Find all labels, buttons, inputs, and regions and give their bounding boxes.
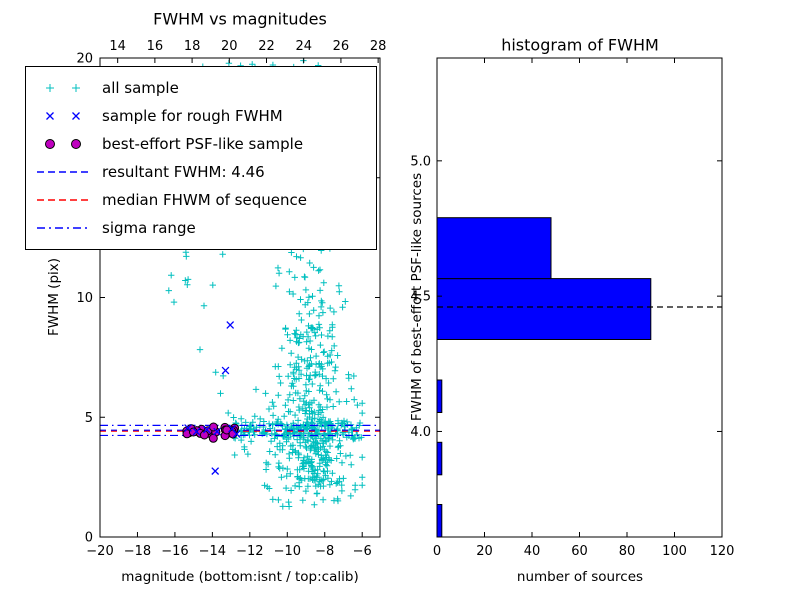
legend-item-rough-fwhm: sample for rough FWHM	[32, 102, 370, 130]
svg-text:60: 60	[571, 544, 588, 559]
svg-text:−6: −6	[353, 544, 372, 559]
rough-fwhm-points	[184, 321, 241, 475]
svg-text:5: 5	[85, 411, 93, 426]
resultant-line-icon	[37, 171, 89, 173]
left-plot-title: FWHM vs magnitudes	[153, 9, 327, 29]
legend-item-median-fwhm: median FHWM of sequence	[32, 186, 370, 214]
legend-item-label: sample for rough FWHM	[102, 107, 283, 125]
legend-item-label: best-effort PSF-like sample	[102, 135, 304, 153]
svg-text:20: 20	[221, 39, 238, 54]
svg-text:−16: −16	[161, 544, 188, 559]
rough-fwhm-marker-icon	[46, 112, 80, 120]
left-plot-data	[100, 58, 380, 510]
svg-text:18: 18	[184, 39, 201, 54]
svg-text:40: 40	[524, 544, 541, 559]
svg-text:−14: −14	[199, 544, 226, 559]
svg-text:20: 20	[76, 52, 93, 67]
histogram-bars	[437, 217, 722, 537]
svg-text:80: 80	[619, 544, 636, 559]
right-plot-ylabel: FWHM of best-effort PSF-like sources	[409, 172, 425, 422]
svg-text:0: 0	[433, 544, 441, 559]
svg-text:28: 28	[370, 39, 387, 54]
svg-text:0: 0	[85, 531, 93, 546]
psf-sample-marker-icon	[45, 139, 81, 149]
svg-text:−10: −10	[274, 544, 301, 559]
legend-item-all-sample: all sample	[32, 74, 370, 102]
svg-text:−12: −12	[236, 544, 263, 559]
svg-text:10: 10	[76, 291, 93, 306]
svg-text:−18: −18	[124, 544, 151, 559]
right-plot-xlabel: number of sources	[516, 569, 644, 585]
svg-text:100: 100	[662, 544, 687, 559]
legend-item-label: all sample	[102, 79, 179, 97]
svg-text:−20: −20	[86, 544, 113, 559]
right-plot-title: histogram of FWHM	[501, 35, 659, 55]
svg-text:5.0: 5.0	[410, 154, 431, 169]
left-plot-ylabel: FWHM (pix)	[46, 257, 62, 337]
left-plot-xlabel: magnitude (bottom:isnt / top:calib)	[121, 569, 359, 585]
legend-item-psf-sample: best-effort PSF-like sample	[32, 130, 370, 158]
legend-item-label: resultant FWHM: 4.46	[102, 163, 265, 181]
legend-item-sigma-range: sigma range	[32, 214, 370, 242]
svg-text:4.5: 4.5	[410, 290, 431, 305]
svg-text:−8: −8	[315, 544, 334, 559]
svg-text:22: 22	[258, 39, 275, 54]
all-sample-marker-icon	[46, 84, 80, 92]
svg-text:4.0: 4.0	[410, 425, 431, 440]
svg-text:20: 20	[476, 544, 493, 559]
median-line-icon	[37, 199, 89, 201]
svg-text:120: 120	[710, 544, 735, 559]
legend-item-resultant-fwhm: resultant FWHM: 4.46	[32, 158, 370, 186]
legend-item-label: sigma range	[102, 219, 196, 237]
svg-text:14: 14	[109, 39, 126, 54]
svg-text:24: 24	[295, 39, 312, 54]
legend: all sample sample for rough FWHM best-ef…	[25, 66, 377, 250]
svg-text:16: 16	[147, 39, 164, 54]
svg-text:26: 26	[333, 39, 350, 54]
sigma-range-line-icon	[37, 227, 89, 229]
legend-item-label: median FHWM of sequence	[102, 191, 307, 209]
